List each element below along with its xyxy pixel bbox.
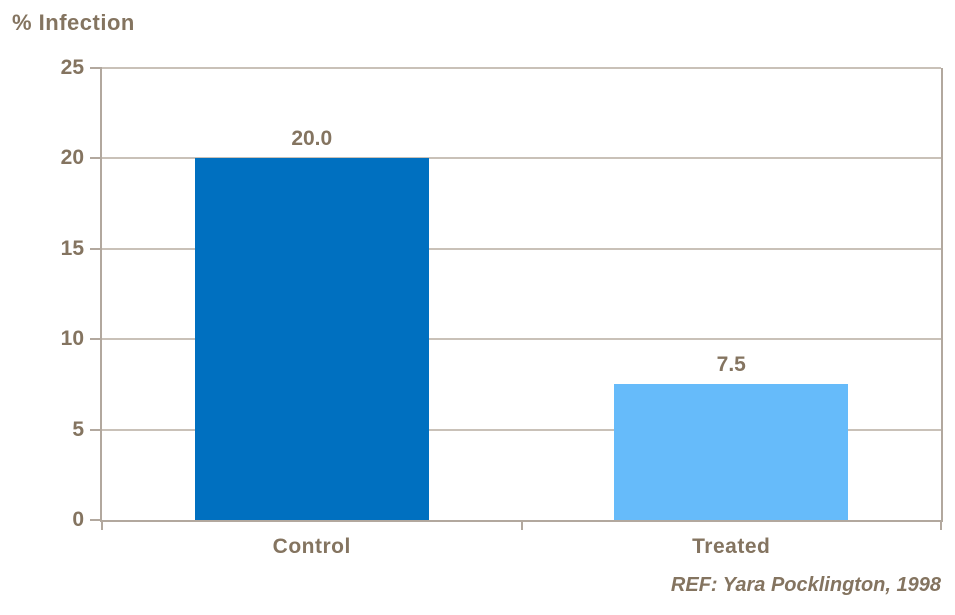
y-axis-tick	[90, 157, 102, 160]
gridline	[102, 338, 941, 341]
x-axis-tick	[520, 520, 523, 530]
y-axis-tick	[90, 428, 102, 431]
bar-value-label: 7.5	[716, 353, 746, 377]
gridline	[102, 428, 941, 431]
reference-citation: REF: Yara Pocklington, 1998	[670, 574, 941, 596]
y-axis-tick-label: 25	[60, 56, 84, 79]
bar-treated	[614, 384, 849, 520]
y-axis-tick-label: 5	[72, 417, 84, 441]
y-axis-tick	[90, 67, 102, 69]
chart-title: % Infection	[12, 10, 135, 35]
bar-control	[194, 158, 429, 520]
x-axis-category-label: Treated	[692, 535, 771, 558]
y-axis-tick-label: 10	[60, 327, 84, 351]
x-axis-tick	[101, 520, 103, 530]
y-axis-tick	[90, 247, 102, 250]
y-axis-tick	[90, 519, 102, 521]
y-axis-tick-label: 20	[60, 146, 84, 170]
plot-area: 0 5 10 15 20 25 20.0 Control 7.5 Treated	[61, 56, 943, 558]
bar-value-label: 20.0	[291, 127, 333, 151]
y-axis-tick-label: 0	[72, 508, 84, 531]
x-axis-category-label: Control	[272, 535, 351, 558]
y-axis-tick	[90, 338, 102, 341]
gridline	[102, 247, 941, 250]
gridline	[102, 67, 941, 69]
gridline	[102, 157, 941, 160]
x-axis-tick	[940, 520, 942, 530]
y-axis-tick-label: 15	[60, 236, 84, 260]
